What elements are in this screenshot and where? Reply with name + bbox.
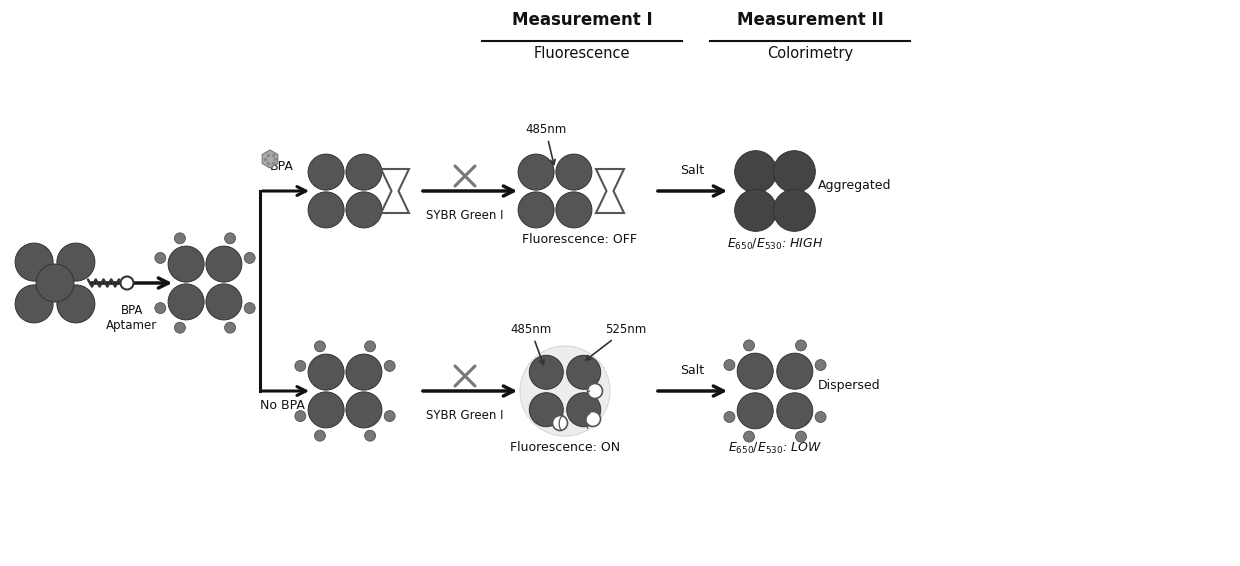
Circle shape bbox=[744, 431, 754, 442]
Text: Colorimetry: Colorimetry bbox=[766, 46, 853, 61]
Circle shape bbox=[724, 359, 735, 371]
Circle shape bbox=[155, 303, 166, 314]
Circle shape bbox=[776, 393, 812, 429]
Circle shape bbox=[567, 393, 600, 427]
Circle shape bbox=[57, 285, 95, 323]
Circle shape bbox=[169, 246, 205, 282]
Circle shape bbox=[224, 322, 236, 333]
Circle shape bbox=[308, 154, 345, 190]
Circle shape bbox=[244, 252, 255, 263]
Circle shape bbox=[774, 189, 816, 231]
Circle shape bbox=[774, 151, 816, 192]
Circle shape bbox=[346, 392, 382, 428]
Circle shape bbox=[175, 322, 186, 333]
Circle shape bbox=[295, 361, 306, 371]
Circle shape bbox=[724, 411, 735, 422]
Circle shape bbox=[518, 154, 554, 190]
Text: 485nm: 485nm bbox=[525, 123, 567, 165]
Circle shape bbox=[556, 154, 591, 190]
Circle shape bbox=[15, 243, 53, 281]
Polygon shape bbox=[262, 150, 278, 168]
Circle shape bbox=[738, 353, 774, 389]
Circle shape bbox=[815, 359, 826, 371]
Circle shape bbox=[796, 340, 806, 351]
Circle shape bbox=[169, 284, 205, 320]
Text: 525nm: 525nm bbox=[585, 323, 646, 360]
Circle shape bbox=[588, 384, 603, 398]
Circle shape bbox=[553, 415, 568, 431]
Circle shape bbox=[734, 151, 776, 192]
Text: No BPA: No BPA bbox=[259, 399, 305, 412]
Circle shape bbox=[315, 430, 325, 441]
Text: SYBR Green I: SYBR Green I bbox=[427, 209, 503, 222]
Circle shape bbox=[175, 233, 186, 244]
Text: Fluorescence: ON: Fluorescence: ON bbox=[510, 441, 620, 454]
Text: 485nm: 485nm bbox=[510, 323, 552, 365]
Text: Measurement II: Measurement II bbox=[737, 11, 883, 29]
Circle shape bbox=[224, 233, 236, 244]
Circle shape bbox=[815, 411, 826, 422]
Circle shape bbox=[796, 431, 806, 442]
Circle shape bbox=[346, 154, 382, 190]
Text: Fluorescence: Fluorescence bbox=[533, 46, 630, 61]
Circle shape bbox=[365, 430, 376, 441]
Circle shape bbox=[738, 393, 774, 429]
Circle shape bbox=[308, 392, 345, 428]
Circle shape bbox=[36, 264, 74, 302]
Circle shape bbox=[206, 284, 242, 320]
Circle shape bbox=[365, 341, 376, 352]
Text: Fluorescence: OFF: Fluorescence: OFF bbox=[522, 233, 637, 246]
Circle shape bbox=[155, 252, 166, 263]
Text: BPA: BPA bbox=[270, 160, 294, 173]
Text: Aggregated: Aggregated bbox=[818, 179, 892, 192]
Circle shape bbox=[529, 393, 563, 427]
Circle shape bbox=[315, 341, 325, 352]
Text: Dispersed: Dispersed bbox=[818, 379, 880, 392]
Circle shape bbox=[244, 303, 255, 314]
Text: Measurement I: Measurement I bbox=[512, 11, 652, 29]
Circle shape bbox=[384, 410, 396, 422]
Circle shape bbox=[585, 411, 600, 427]
Circle shape bbox=[120, 277, 134, 289]
Circle shape bbox=[15, 285, 53, 323]
Circle shape bbox=[518, 192, 554, 228]
Text: BPA
Aptamer: BPA Aptamer bbox=[107, 304, 157, 332]
Circle shape bbox=[346, 192, 382, 228]
Circle shape bbox=[734, 189, 776, 231]
Circle shape bbox=[346, 354, 382, 390]
Circle shape bbox=[567, 355, 600, 389]
Text: SYBR Green I: SYBR Green I bbox=[427, 409, 503, 422]
Text: $E_{650}/E_{530}$: HIGH: $E_{650}/E_{530}$: HIGH bbox=[727, 237, 823, 252]
Circle shape bbox=[206, 246, 242, 282]
Text: Salt: Salt bbox=[680, 164, 704, 177]
Text: $E_{650}/E_{530}$: LOW: $E_{650}/E_{530}$: LOW bbox=[728, 441, 822, 456]
Circle shape bbox=[529, 355, 563, 389]
Text: Salt: Salt bbox=[680, 364, 704, 377]
Circle shape bbox=[308, 192, 345, 228]
Circle shape bbox=[295, 410, 306, 422]
Circle shape bbox=[57, 243, 95, 281]
Circle shape bbox=[744, 340, 754, 351]
Circle shape bbox=[308, 354, 345, 390]
Circle shape bbox=[776, 353, 812, 389]
Circle shape bbox=[384, 361, 396, 371]
Circle shape bbox=[520, 346, 610, 436]
Circle shape bbox=[556, 192, 591, 228]
